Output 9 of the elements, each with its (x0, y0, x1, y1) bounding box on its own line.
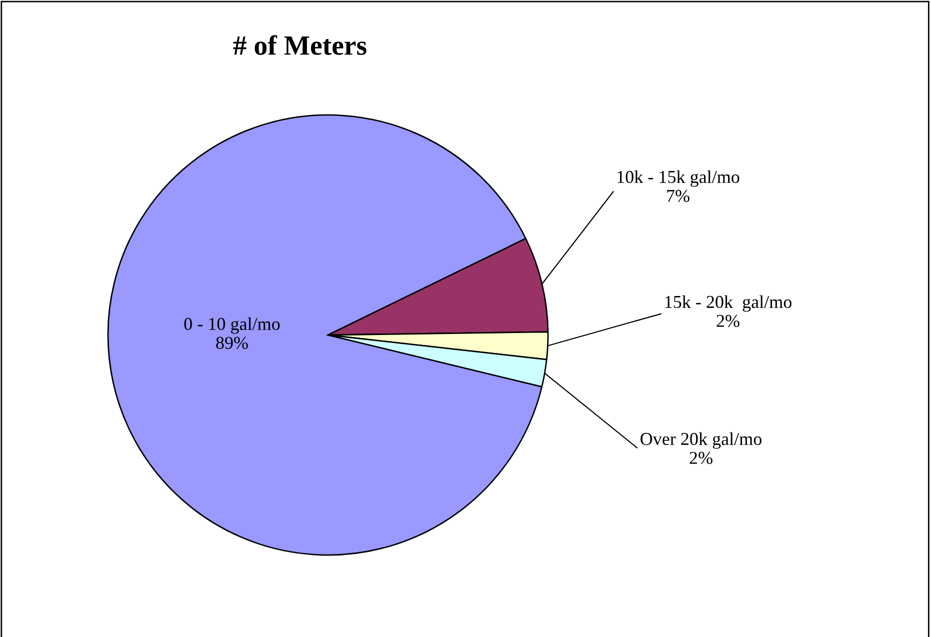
slice-label: Over 20k gal/mo (640, 432, 762, 449)
data-label: 2% (716, 314, 740, 328)
slice-label: 15k - 20k gal/mo (665, 295, 792, 312)
data-label: 2% (690, 452, 712, 464)
slice-label: 0 - 10 gal/mo (184, 317, 280, 334)
data-label: 7% (667, 190, 690, 202)
data-label: 89% (216, 336, 248, 350)
slice-label: 10k - 15k gal/mo (618, 170, 740, 187)
chart-title: # of Meters (233, 35, 366, 55)
